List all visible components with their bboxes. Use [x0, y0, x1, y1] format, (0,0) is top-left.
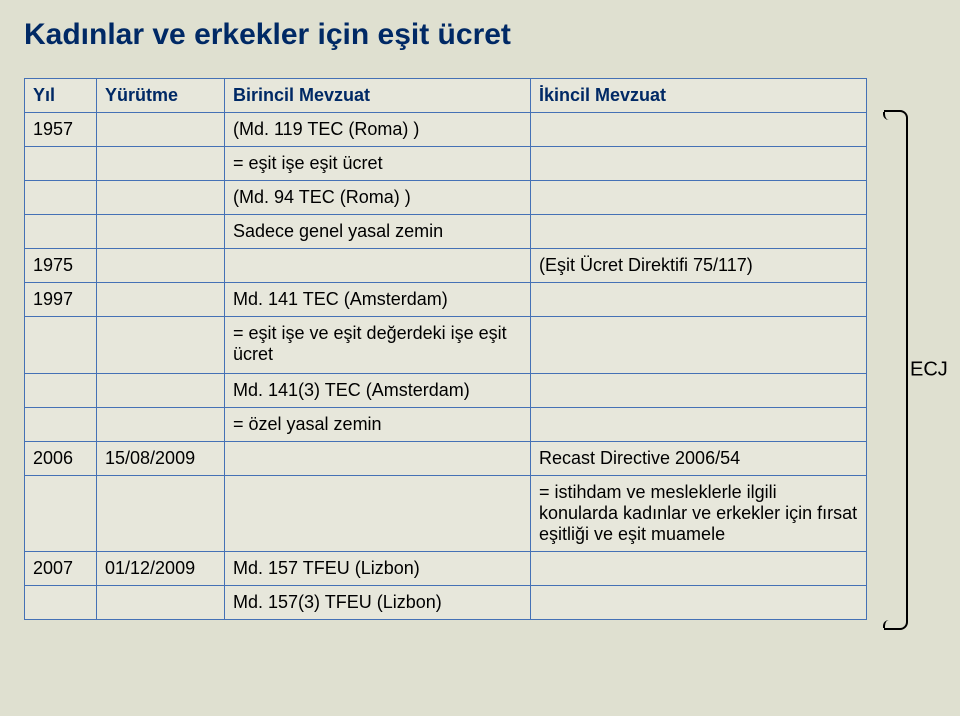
cell-exec	[97, 249, 225, 283]
col-header-secondary: İkincil Mevzuat	[531, 79, 867, 113]
cell-year: 1997	[25, 283, 97, 317]
cell-secondary	[531, 408, 867, 442]
cell-year	[25, 408, 97, 442]
cell-year	[25, 476, 97, 552]
table-row: 1957 (Md. 119 TEC (Roma) )	[25, 113, 867, 147]
table-row: 1975 (Eşit Ücret Direktifi 75/117)	[25, 249, 867, 283]
ecj-annotation: ECJ	[880, 110, 948, 630]
cell-primary: (Md. 119 TEC (Roma) )	[225, 113, 531, 147]
cell-exec	[97, 317, 225, 374]
cell-year	[25, 317, 97, 374]
cell-year	[25, 147, 97, 181]
cell-exec	[97, 147, 225, 181]
slide-page: Kadınlar ve erkekler için eşit ücret Yıl…	[0, 0, 960, 716]
table-row: Sadece genel yasal zemin	[25, 215, 867, 249]
cell-exec	[97, 181, 225, 215]
cell-secondary: (Eşit Ücret Direktifi 75/117)	[531, 249, 867, 283]
cell-secondary	[531, 215, 867, 249]
cell-exec	[97, 374, 225, 408]
cell-exec: 01/12/2009	[97, 552, 225, 586]
table-row: = özel yasal zemin	[25, 408, 867, 442]
col-header-year: Yıl	[25, 79, 97, 113]
cell-exec	[97, 408, 225, 442]
cell-exec	[97, 215, 225, 249]
cell-primary: Md. 141 TEC (Amsterdam)	[225, 283, 531, 317]
cell-exec	[97, 283, 225, 317]
table-row: 2007 01/12/2009 Md. 157 TFEU (Lizbon)	[25, 552, 867, 586]
cell-secondary: Recast Directive 2006/54	[531, 442, 867, 476]
cell-year	[25, 586, 97, 620]
cell-primary: Md. 141(3) TEC (Amsterdam)	[225, 374, 531, 408]
cell-secondary	[531, 113, 867, 147]
curly-bracket-icon	[884, 110, 908, 630]
cell-exec	[97, 586, 225, 620]
cell-primary	[225, 249, 531, 283]
cell-primary	[225, 476, 531, 552]
cell-exec	[97, 476, 225, 552]
cell-secondary	[531, 283, 867, 317]
cell-primary	[225, 442, 531, 476]
cell-year	[25, 181, 97, 215]
cell-primary: = özel yasal zemin	[225, 408, 531, 442]
cell-secondary	[531, 374, 867, 408]
page-title: Kadınlar ve erkekler için eşit ücret	[24, 18, 936, 52]
cell-secondary	[531, 552, 867, 586]
table-row: (Md. 94 TEC (Roma) )	[25, 181, 867, 215]
table-row: = eşit işe eşit ücret	[25, 147, 867, 181]
cell-year	[25, 374, 97, 408]
cell-secondary	[531, 317, 867, 374]
table-row: = eşit işe ve eşit değerdeki işe eşit üc…	[25, 317, 867, 374]
cell-secondary	[531, 181, 867, 215]
cell-secondary	[531, 147, 867, 181]
ecj-label: ECJ	[910, 359, 948, 382]
table-row: 1997 Md. 141 TEC (Amsterdam)	[25, 283, 867, 317]
col-header-primary: Birincil Mevzuat	[225, 79, 531, 113]
cell-primary: Md. 157 TFEU (Lizbon)	[225, 552, 531, 586]
cell-secondary: = istihdam ve mesleklerle ilgili konular…	[531, 476, 867, 552]
table-row: = istihdam ve mesleklerle ilgili konular…	[25, 476, 867, 552]
col-header-exec: Yürütme	[97, 79, 225, 113]
table-row: Md. 157(3) TFEU (Lizbon)	[25, 586, 867, 620]
cell-year: 2006	[25, 442, 97, 476]
cell-primary: (Md. 94 TEC (Roma) )	[225, 181, 531, 215]
cell-year	[25, 215, 97, 249]
cell-secondary	[531, 586, 867, 620]
cell-primary: = eşit işe eşit ücret	[225, 147, 531, 181]
cell-primary: = eşit işe ve eşit değerdeki işe eşit üc…	[225, 317, 531, 374]
cell-primary: Md. 157(3) TFEU (Lizbon)	[225, 586, 531, 620]
cell-primary: Sadece genel yasal zemin	[225, 215, 531, 249]
cell-year: 1975	[25, 249, 97, 283]
cell-exec: 15/08/2009	[97, 442, 225, 476]
cell-year: 2007	[25, 552, 97, 586]
table-row: Md. 141(3) TEC (Amsterdam)	[25, 374, 867, 408]
legislation-table: Yıl Yürütme Birincil Mevzuat İkincil Mev…	[24, 78, 867, 620]
table-header-row: Yıl Yürütme Birincil Mevzuat İkincil Mev…	[25, 79, 867, 113]
cell-year: 1957	[25, 113, 97, 147]
table-row: 2006 15/08/2009 Recast Directive 2006/54	[25, 442, 867, 476]
cell-exec	[97, 113, 225, 147]
